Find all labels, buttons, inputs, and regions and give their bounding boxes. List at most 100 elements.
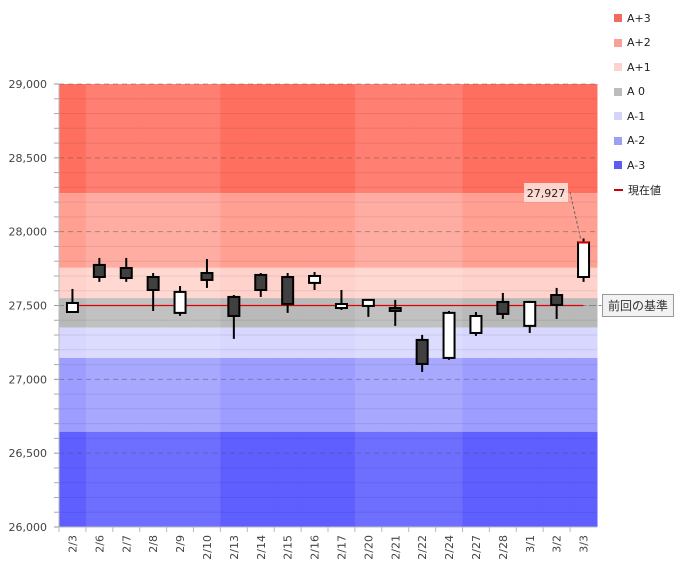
band-A-2-cell xyxy=(193,357,221,432)
candle-body xyxy=(361,298,375,307)
band-A-1-cell xyxy=(274,327,302,358)
candle-body xyxy=(146,276,160,291)
band-A0-cell xyxy=(85,298,114,328)
band-Ap3-cell xyxy=(193,84,221,194)
band-A-2-cell xyxy=(139,357,168,432)
band-A-2-cell xyxy=(516,357,544,432)
candle-body xyxy=(254,273,268,291)
candle-body xyxy=(550,294,564,306)
legend-swatch xyxy=(614,14,622,23)
band-A-2-cell xyxy=(381,357,410,432)
band-A-2-cell xyxy=(59,357,87,432)
band-Ap3-cell xyxy=(543,84,571,194)
price-label-connector xyxy=(569,191,582,239)
band-A-2-cell xyxy=(570,357,598,432)
band-A-3-cell xyxy=(489,431,517,527)
band-A-1-cell xyxy=(247,327,275,358)
candle-body xyxy=(173,290,187,314)
band-Ap2-cell xyxy=(516,193,544,268)
band-Ap1-cell xyxy=(462,267,490,299)
x-tick-label: 2/13 xyxy=(228,535,241,560)
band-Ap2-cell xyxy=(139,193,168,268)
band-A-1-cell xyxy=(489,327,517,358)
candle-body xyxy=(119,266,133,280)
last-price-label: 27,927 xyxy=(527,187,566,200)
x-tick-label: 2/14 xyxy=(255,535,268,560)
candle-body xyxy=(92,263,106,279)
candle-body xyxy=(334,303,348,310)
band-A-3-cell xyxy=(59,431,87,527)
legend-label: A-2 xyxy=(627,134,646,148)
band-A-1-cell xyxy=(381,327,410,358)
x-tick-label: 2/7 xyxy=(120,535,133,553)
band-Ap3-cell xyxy=(516,84,544,194)
band-A-3-cell xyxy=(166,431,194,527)
band-Ap2-cell xyxy=(435,193,463,268)
x-tick-label: 2/8 xyxy=(147,535,160,553)
band-Ap2-cell xyxy=(462,193,490,268)
band-Ap2-cell xyxy=(328,193,356,268)
band-Ap3-cell xyxy=(328,84,356,194)
legend-item: A+2 xyxy=(614,31,661,56)
band-A-1-cell xyxy=(139,327,168,358)
band-Ap2-cell xyxy=(85,193,114,268)
x-tick-label: 3/3 xyxy=(578,535,591,553)
band-Ap2-cell xyxy=(166,193,194,268)
band-A-2-cell xyxy=(543,357,571,432)
band-A-3-cell xyxy=(274,431,302,527)
band-Ap3-cell xyxy=(435,84,463,194)
band-A-2-cell xyxy=(462,357,490,432)
band-A-3-cell xyxy=(220,431,248,527)
candle-body xyxy=(200,272,214,281)
band-A-3-cell xyxy=(112,431,141,527)
band-A-1-cell xyxy=(112,327,141,358)
band-A-3-cell xyxy=(247,431,275,527)
legend-item: A+3 xyxy=(614,6,661,31)
legend-swatch xyxy=(614,87,622,96)
band-A-1-cell xyxy=(85,327,114,358)
legend-swatch xyxy=(614,38,622,47)
legend-label: 現在値 xyxy=(628,183,661,197)
band-Ap2-cell xyxy=(193,193,221,268)
candle-body xyxy=(308,274,322,284)
band-Ap2-cell xyxy=(247,193,275,268)
reference-label: 前回の基準 xyxy=(602,294,675,317)
y-tick-label: 29,000 xyxy=(9,78,48,91)
y-tick-label: 26,000 xyxy=(9,521,48,534)
band-A-1-cell xyxy=(59,327,87,358)
x-tick-label: 2/15 xyxy=(282,535,295,560)
x-tick-label: 2/24 xyxy=(443,535,456,560)
band-Ap3-cell xyxy=(85,84,114,194)
band-Ap2-cell xyxy=(354,193,383,268)
candle-body xyxy=(388,307,402,312)
candle-body xyxy=(415,338,429,365)
band-A-3-cell xyxy=(301,431,329,527)
band-A-2-cell xyxy=(301,357,329,432)
candle-body xyxy=(577,241,591,279)
band-Ap3-cell xyxy=(354,84,383,194)
band-Ap2-cell xyxy=(59,193,87,268)
candle-body xyxy=(281,276,295,306)
band-A-2-cell xyxy=(166,357,194,432)
band-A-1-cell xyxy=(354,327,383,358)
band-Ap1-cell xyxy=(435,267,463,299)
band-Ap3-cell xyxy=(462,84,490,194)
candle-body xyxy=(469,314,483,334)
band-A0-cell xyxy=(247,298,275,328)
band-Ap3-cell xyxy=(139,84,168,194)
band-Ap3-cell xyxy=(166,84,194,194)
band-Ap2-cell xyxy=(543,193,571,268)
band-A-2-cell xyxy=(85,357,114,432)
band-A-1-cell xyxy=(570,327,598,358)
band-Ap2-cell xyxy=(489,193,517,268)
band-Ap3-cell xyxy=(381,84,410,194)
band-A-1-cell xyxy=(193,327,221,358)
band-Ap1-cell xyxy=(516,267,544,299)
band-A-2-cell xyxy=(435,357,463,432)
band-A-1-cell xyxy=(543,327,571,358)
legend-label: A+1 xyxy=(627,60,651,74)
band-Ap3-cell xyxy=(274,84,302,194)
band-A-3-cell xyxy=(570,431,598,527)
legend-swatch xyxy=(614,161,622,170)
